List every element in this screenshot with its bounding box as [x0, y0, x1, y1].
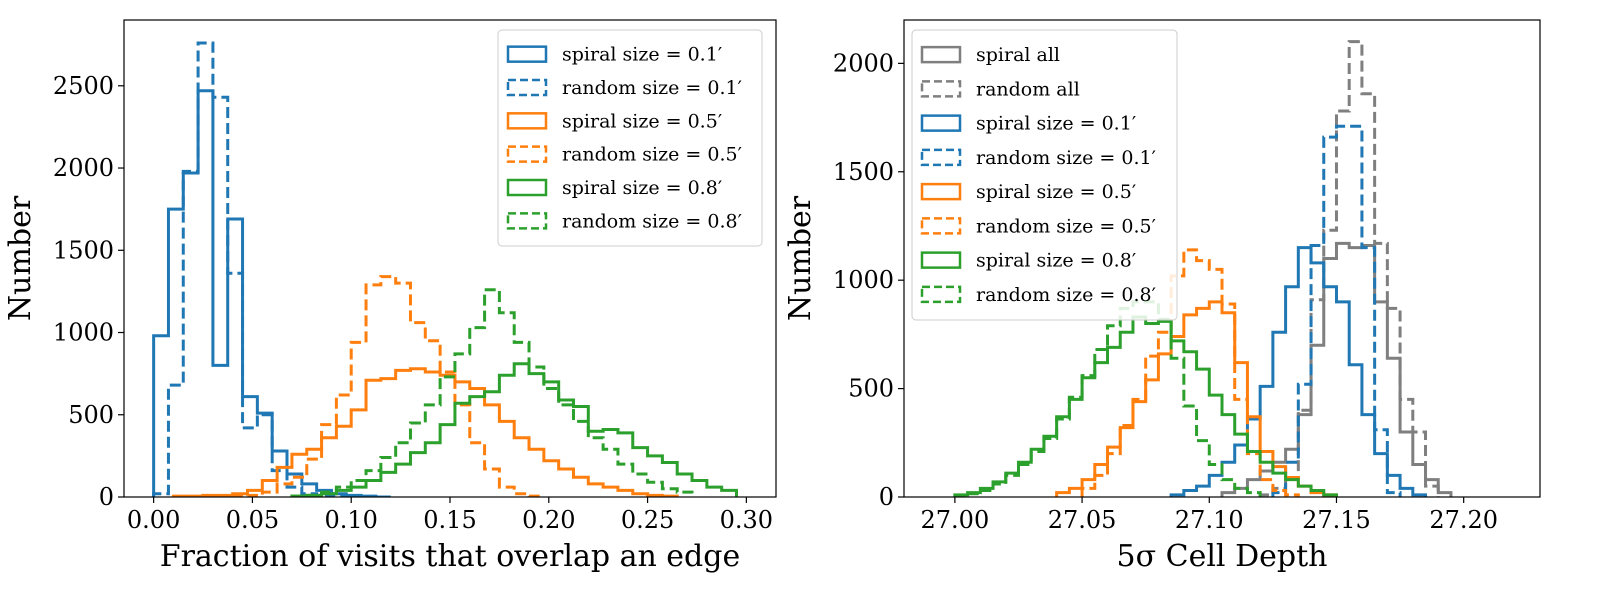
series-line-6	[953, 315, 1338, 497]
series-line-5	[1080, 248, 1300, 497]
legend-entry-label: spiral size = 0.5′	[976, 181, 1136, 203]
legend-handle	[920, 148, 962, 167]
series-line-0	[152, 89, 391, 497]
legend-handle	[920, 45, 962, 64]
legend-entry-label: random size = 0.5′	[976, 215, 1156, 237]
legend-entry-label: spiral size = 0.1′	[562, 44, 722, 66]
legend-frame	[497, 29, 763, 247]
legend-entry-label: spiral size = 0.8′	[976, 250, 1136, 272]
legend-handle	[920, 285, 962, 304]
x-axis-label: 5σ Cell Depth	[1117, 539, 1328, 574]
legend-entry-label: spiral size = 0.1′	[976, 113, 1136, 135]
legend-handle	[920, 217, 962, 235]
x-tick-label: 27.05	[1048, 506, 1117, 534]
series-line-4	[290, 362, 738, 497]
right-histogram-panel: 27.00 27.05 27.10 27.15 27.20 0 500 1000 1500 200…	[783, 19, 1541, 574]
y-axis-label: Number	[3, 195, 38, 321]
y-tick-label: 500	[848, 375, 894, 403]
x-tick-label: 0.25	[621, 506, 674, 534]
series-line-3	[231, 275, 546, 497]
legend-handle	[506, 145, 548, 163]
legend-handle	[506, 45, 548, 63]
legend-entry-label: random size = 0.5′	[562, 144, 742, 166]
axes-frame	[903, 19, 1541, 498]
series-group	[152, 41, 738, 497]
y-axis-label: Number	[783, 195, 818, 321]
series-line-3	[1271, 124, 1402, 497]
y-tick-label: 500	[68, 401, 114, 429]
legend-handle	[506, 178, 548, 197]
x-tick-label: 0.20	[522, 506, 575, 534]
series-line-1	[152, 41, 362, 497]
legend-entry-label: random all	[976, 78, 1080, 100]
legend-handle	[506, 212, 548, 230]
legend: spiral all random all spiral size = 0.1′ ra…	[911, 29, 1178, 321]
y-tick-label: 1000	[53, 319, 114, 347]
legend-entry-label: random size = 0.8′	[976, 284, 1156, 306]
x-tick-label: 0.05	[226, 506, 279, 534]
legend: spiral size = 0.1′ random size = 0.1′ spir…	[497, 29, 763, 247]
series-line-0	[1220, 241, 1453, 497]
series-line-4	[1055, 300, 1338, 497]
x-axis-label: Fraction of visits that overlap an edge	[160, 539, 740, 574]
legend-handle	[506, 78, 548, 97]
x-tick-label: 27.00	[921, 506, 990, 534]
legend-entry-label: spiral size = 0.5′	[562, 110, 722, 132]
y-tick-label: 2500	[53, 72, 114, 100]
x-tick-label: 0.00	[127, 506, 180, 534]
legend-entry-label: random size = 0.1′	[976, 147, 1156, 169]
y-tick-label: 1000	[833, 266, 894, 294]
y-tick-label: 0	[99, 483, 114, 511]
x-tick-label: 0.15	[423, 506, 476, 534]
series-line-2	[171, 367, 679, 497]
legend-handle	[920, 114, 962, 132]
x-tick-label: 0.10	[324, 506, 377, 534]
series-line-7	[953, 300, 1262, 497]
y-tick-label: 0	[879, 483, 894, 511]
legend-handle	[920, 182, 962, 201]
y-tick-label: 1500	[53, 236, 114, 264]
x-tick-label: 0.30	[720, 506, 773, 534]
legend-handle	[506, 112, 548, 130]
x-tick-label: 27.10	[1175, 506, 1244, 534]
y-tick-label: 2000	[53, 154, 114, 182]
series-line-5	[290, 288, 694, 497]
left-histogram-panel: 0.00 0.05 0.10 0.15 0.20 0.25 0.30 0 500 1000 1500…	[3, 19, 777, 574]
legend-entry-label: random size = 0.1′	[562, 77, 742, 99]
y-tick-label: 1500	[833, 158, 894, 186]
legend-frame	[911, 29, 1178, 321]
x-tick-label: 27.15	[1302, 506, 1371, 534]
x-tick-label: 27.20	[1429, 506, 1498, 534]
legend-handle	[920, 80, 962, 98]
series-line-1	[1258, 40, 1440, 497]
legend-handle	[920, 251, 962, 269]
legend-entry-label: spiral all	[976, 44, 1060, 66]
legend-entry-label: spiral size = 0.8′	[562, 177, 722, 199]
legend-entry-label: random size = 0.8′	[562, 210, 742, 232]
y-tick-label: 2000	[833, 49, 894, 77]
